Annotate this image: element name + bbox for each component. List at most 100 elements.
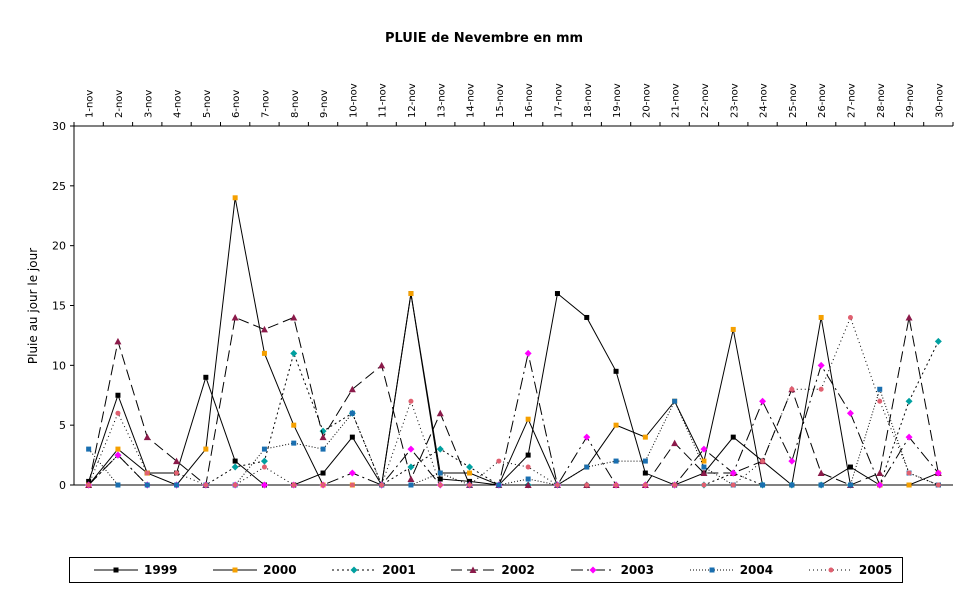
data-point: [876, 481, 884, 489]
data-point: [467, 470, 473, 476]
legend-swatch: [808, 567, 853, 573]
x-tick-label: 17-nov: [553, 83, 564, 118]
data-point: [467, 482, 473, 488]
legend-label: 2001: [382, 563, 416, 577]
legend-swatch: [689, 567, 734, 573]
data-point: [788, 457, 796, 465]
x-tick-label: 13-nov: [436, 83, 447, 118]
x-tick-label: 19-nov: [612, 83, 623, 118]
x-tick-label: 29-nov: [905, 83, 916, 118]
data-point: [906, 470, 912, 476]
data-point: [583, 433, 591, 441]
data-point: [613, 422, 619, 428]
data-point: [348, 469, 356, 477]
data-point: [496, 458, 502, 464]
data-point: [349, 482, 355, 488]
data-point: [847, 482, 853, 488]
legend-swatch: [332, 566, 377, 574]
x-tick-label: 16-nov: [524, 83, 535, 118]
legend-label: 1999: [144, 563, 178, 577]
legend-item-1999: 1999: [94, 558, 177, 582]
data-point: [319, 433, 327, 441]
data-point: [613, 458, 619, 464]
data-point: [115, 446, 121, 452]
data-point: [260, 325, 268, 333]
data-point: [846, 409, 854, 417]
data-point: [554, 291, 560, 297]
data-point: [525, 452, 531, 458]
legend-swatch: [570, 566, 615, 574]
x-tick-label: 15-nov: [495, 83, 506, 118]
data-point: [613, 482, 619, 488]
data-point: [174, 482, 180, 488]
data-point: [642, 482, 648, 488]
data-point: [173, 457, 181, 465]
data-point: [701, 458, 707, 464]
data-point: [701, 464, 707, 470]
data-point: [348, 385, 356, 393]
data-point: [554, 482, 560, 488]
data-point: [290, 349, 298, 357]
data-point: [642, 458, 648, 464]
data-point: [729, 469, 737, 477]
x-tick-label: 30-nov: [934, 83, 945, 118]
data-point: [760, 482, 766, 488]
legend-label: 2003: [620, 563, 654, 577]
x-tick-label: 11-nov: [378, 83, 389, 118]
x-tick-label: 10-nov: [348, 83, 359, 118]
legend-swatch-marker: [589, 566, 597, 574]
data-point: [730, 434, 736, 440]
legend-item-2002: 2002: [451, 558, 535, 582]
data-point: [231, 313, 239, 321]
data-point: [818, 386, 824, 392]
x-tick-label: 5-nov: [202, 90, 213, 118]
y-tick-label: 0: [59, 479, 66, 492]
x-tick-label: 20-nov: [641, 83, 652, 118]
data-point: [467, 478, 473, 484]
x-tick-label: 7-nov: [260, 90, 271, 118]
data-point: [466, 463, 474, 471]
legend-label: 2002: [501, 563, 535, 577]
data-point: [584, 464, 590, 470]
legend-swatch-marker: [709, 567, 715, 573]
data-point: [408, 291, 414, 297]
y-tick-label: 15: [52, 300, 66, 313]
data-point: [437, 476, 443, 482]
data-point: [642, 470, 648, 476]
data-point: [906, 482, 912, 488]
data-point: [525, 464, 531, 470]
x-tick-label: 1-nov: [85, 90, 96, 118]
data-point: [934, 337, 942, 345]
legend-swatch-marker: [350, 566, 358, 574]
y-tick-label: 5: [59, 419, 66, 432]
data-point: [877, 386, 883, 392]
data-point: [525, 416, 531, 422]
y-tick-label: 25: [52, 180, 66, 193]
data-point: [905, 433, 913, 441]
data-point: [584, 482, 590, 488]
data-point: [320, 470, 326, 476]
data-point: [320, 446, 326, 452]
data-point: [524, 349, 532, 357]
data-point: [143, 433, 151, 441]
legend-label: 2005: [858, 563, 893, 577]
data-point: [759, 397, 767, 405]
legend-swatch: [94, 567, 138, 573]
x-tick-label: 18-nov: [583, 83, 594, 118]
data-point: [905, 313, 913, 321]
legend-swatch-marker: [232, 567, 238, 573]
x-tick-label: 28-nov: [876, 83, 887, 118]
data-point: [290, 313, 298, 321]
chart-title: PLUIE de Nevembre en mm: [385, 31, 583, 46]
legend-item-2001: 2001: [332, 558, 416, 582]
legend-label: 2000: [263, 563, 297, 577]
data-point: [378, 361, 386, 369]
data-point: [261, 350, 267, 356]
data-point: [349, 434, 355, 440]
data-point: [437, 470, 443, 476]
x-tick-label: 21-nov: [671, 83, 682, 118]
data-point: [525, 476, 531, 482]
y-tick-label: 30: [52, 120, 66, 133]
legend-swatch-marker: [828, 567, 834, 573]
data-point: [436, 409, 444, 417]
